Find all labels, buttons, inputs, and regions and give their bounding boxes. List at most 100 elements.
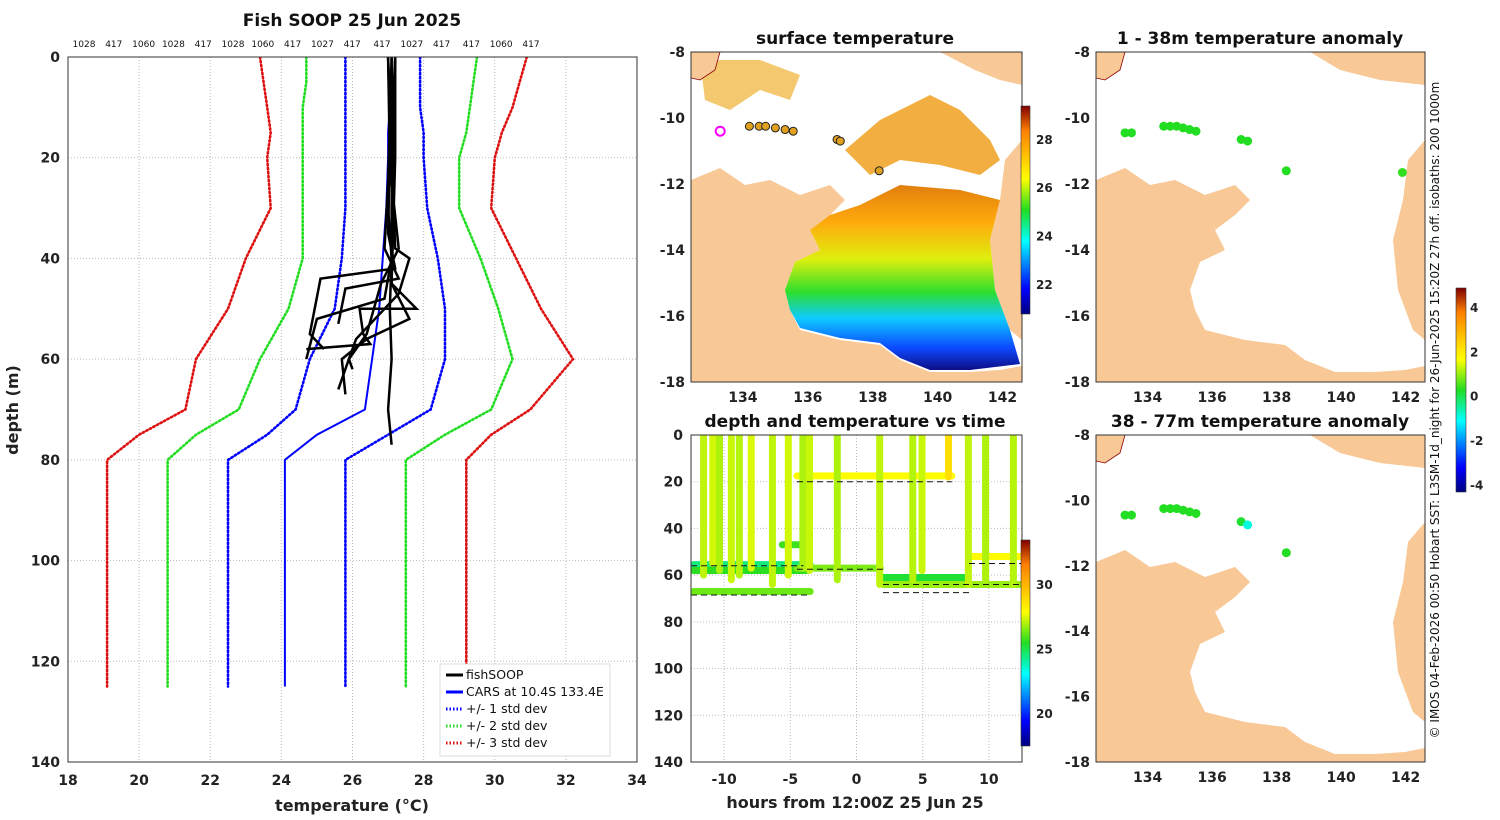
anomaly-point bbox=[1191, 508, 1201, 518]
xtick-label: 30 bbox=[485, 773, 505, 789]
top-label: 417 bbox=[433, 40, 450, 50]
ytick-label: 40 bbox=[41, 251, 61, 267]
xtick-label: 10 bbox=[979, 772, 999, 788]
top-label: 1060 bbox=[251, 40, 274, 50]
ytick-label: 20 bbox=[664, 475, 684, 491]
xtick-label: 26 bbox=[343, 773, 362, 789]
land-mass bbox=[691, 168, 1022, 382]
colorbar-tick-label: 4 bbox=[1470, 301, 1478, 315]
anomaly-point bbox=[1191, 126, 1201, 136]
colorbar-tick-label: 0 bbox=[1470, 390, 1478, 404]
fishsoop-cast bbox=[347, 57, 400, 370]
ytick-label: 120 bbox=[31, 654, 60, 670]
xtick-label: 138 bbox=[1262, 770, 1291, 786]
profile-line-cars-at-10-4s-133-4e bbox=[283, 57, 393, 687]
legend-item: fishSOOP bbox=[466, 667, 524, 682]
xtick-label: 142 bbox=[1391, 770, 1420, 786]
colorbar-tick-label: 24 bbox=[1036, 230, 1053, 244]
land-island bbox=[1096, 435, 1126, 464]
top-label: 417 bbox=[284, 40, 301, 50]
anomaly-point bbox=[1165, 121, 1175, 131]
xtick-label: 136 bbox=[1198, 770, 1227, 786]
anomaly-point bbox=[1243, 520, 1253, 530]
ytick-label: -14 bbox=[1065, 624, 1091, 640]
colorbar-tick-label: -2 bbox=[1470, 434, 1483, 448]
xtick-label: 5 bbox=[918, 772, 928, 788]
land-island bbox=[1096, 52, 1126, 81]
top-label: 1027 bbox=[400, 40, 423, 50]
xtick-label: -5 bbox=[783, 772, 799, 788]
ytick-label: -18 bbox=[660, 375, 685, 391]
profile-line--3-std-dev bbox=[105, 57, 273, 688]
sst-obs-point bbox=[761, 121, 771, 131]
colorbar-tick-label: 25 bbox=[1036, 642, 1053, 656]
top-label: 417 bbox=[105, 40, 122, 50]
ytick-label: -12 bbox=[1065, 559, 1090, 575]
anomaly-point bbox=[1397, 167, 1407, 177]
ytick-label: 120 bbox=[654, 708, 683, 724]
xtick-label: 140 bbox=[1327, 390, 1356, 406]
anomaly-point bbox=[1243, 136, 1253, 146]
anomaly-map-deep: 38 - 77m temperature anomaly 134 136 138 14… bbox=[1065, 412, 1426, 786]
xtick-label: 24 bbox=[272, 773, 292, 789]
xtick-label: 140 bbox=[1327, 770, 1356, 786]
xtick-label: 134 bbox=[728, 390, 757, 406]
anomaly-point bbox=[1126, 510, 1136, 520]
ytick-label: -8 bbox=[1074, 428, 1090, 444]
anom2-map-body bbox=[1096, 435, 1425, 762]
colorbar-tick-label: 26 bbox=[1036, 181, 1053, 195]
profile-line--1-std-dev bbox=[344, 57, 447, 688]
sst-obs-point bbox=[770, 123, 780, 133]
colorbar-tick-label: 20 bbox=[1036, 707, 1053, 721]
anom2-title: 38 - 77m temperature anomaly bbox=[1111, 412, 1409, 432]
sst-markers bbox=[714, 121, 884, 176]
ytick-label: 60 bbox=[664, 568, 684, 584]
land-mass-east bbox=[990, 140, 1022, 340]
sst-map-body bbox=[691, 52, 1022, 382]
ytick-label: -18 bbox=[1065, 375, 1090, 391]
xtick-label: 136 bbox=[1198, 390, 1227, 406]
land-island bbox=[691, 52, 721, 81]
ytick-label: 0 bbox=[673, 428, 683, 444]
profile-top-labels: 1028 417 1060 1028 417 1028 1060 417 1027 417 417 1… bbox=[73, 40, 540, 50]
ytick-label: 40 bbox=[664, 521, 684, 537]
colorbar-tick-label: 30 bbox=[1036, 578, 1053, 592]
profile-legend: fishSOOP CARS at 10.4S 133.4E +/- 1 std … bbox=[439, 663, 611, 757]
ytick-label: 140 bbox=[31, 755, 60, 771]
anom2-tick-labels: 134 136 138 140 142 -8 -10 -12 -14 -16 -18 bbox=[1065, 428, 1421, 786]
top-label: 1027 bbox=[311, 40, 334, 50]
anomaly-map-shallow: 1 - 38m temperature anomaly 134 136 138 140… bbox=[1065, 29, 1426, 406]
ytick-label: -16 bbox=[1065, 309, 1090, 325]
profile-xlabel: temperature (°C) bbox=[275, 796, 429, 815]
top-label: 1028 bbox=[73, 40, 96, 50]
timeseries-colorbar-ticks: 20 25 30 bbox=[1036, 578, 1053, 721]
ytick-label: -10 bbox=[660, 111, 686, 127]
land-mass bbox=[1096, 168, 1425, 382]
anom1-map-body bbox=[1096, 52, 1425, 382]
timeseries-body bbox=[691, 435, 1022, 596]
ytick-label: 0 bbox=[50, 50, 60, 66]
sst-obs-point bbox=[780, 125, 790, 135]
top-label: 417 bbox=[463, 40, 480, 50]
xtick-label: 138 bbox=[1262, 390, 1291, 406]
surface-temperature-map: surface temperature 134 136 138 140 142 -8 -10… bbox=[660, 29, 1053, 406]
ytick-label: 100 bbox=[31, 554, 60, 570]
sst-obs-point bbox=[835, 136, 845, 146]
sst-highlight-marker bbox=[714, 125, 726, 137]
sst-tick-labels: 134 136 138 140 142 -8 -10 -12 -14 -16 -18 bbox=[660, 45, 1017, 406]
fishsoop-cast bbox=[306, 57, 420, 351]
xtick-label: 140 bbox=[923, 390, 952, 406]
anomaly-colorbar bbox=[1455, 287, 1467, 493]
xtick-label: 0 bbox=[852, 772, 862, 788]
xtick-label: 142 bbox=[1391, 390, 1420, 406]
timeseries-colorbar bbox=[1020, 539, 1031, 747]
timeseries-xlabel: hours from 12:00Z 25 Jun 25 bbox=[726, 793, 983, 812]
ytick-label: -14 bbox=[660, 243, 686, 259]
xtick-label: 138 bbox=[858, 390, 887, 406]
legend-item: +/- 1 std dev bbox=[466, 701, 548, 716]
ytick-label: -16 bbox=[660, 309, 685, 325]
xtick-label: 32 bbox=[556, 773, 575, 789]
xtick-label: 20 bbox=[129, 773, 149, 789]
anom1-points bbox=[1120, 121, 1407, 177]
